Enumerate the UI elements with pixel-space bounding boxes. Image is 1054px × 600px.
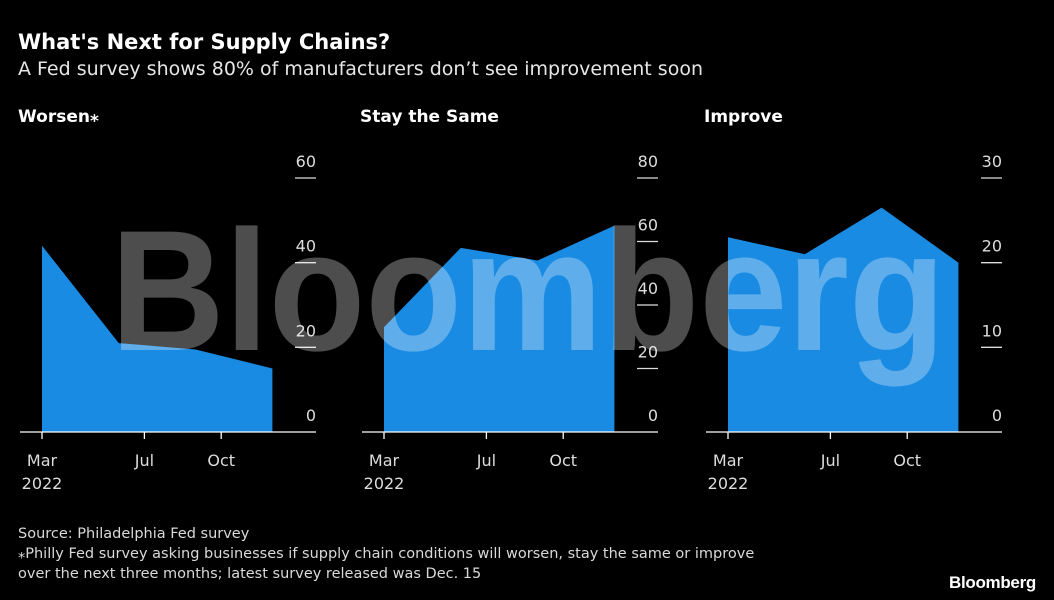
y-tick-label: 0 bbox=[306, 406, 316, 425]
y-tick-label: 0 bbox=[992, 406, 1002, 425]
footnote-line-2: over the next three months; latest surve… bbox=[18, 566, 482, 582]
x-tick-label: Oct bbox=[549, 451, 577, 470]
bloomberg-logo: Bloomberg bbox=[948, 573, 1036, 592]
y-tick-label: 60 bbox=[296, 152, 316, 171]
x-tick-label: Jul bbox=[134, 451, 154, 470]
y-tick-label: 20 bbox=[982, 237, 1002, 256]
x-tick-sublabel: 2022 bbox=[22, 474, 63, 493]
y-tick-label: 20 bbox=[638, 343, 658, 362]
y-tick-label: 0 bbox=[648, 406, 658, 425]
y-tick-label: 60 bbox=[638, 216, 658, 235]
x-tick-sublabel: 2022 bbox=[364, 474, 405, 493]
x-tick-label: Jul bbox=[476, 451, 496, 470]
x-tick-label: Mar bbox=[27, 451, 58, 470]
panel-title: Improve bbox=[704, 107, 783, 127]
x-tick-label: Oct bbox=[893, 451, 921, 470]
area-series bbox=[384, 225, 615, 432]
y-tick-label: 80 bbox=[638, 152, 658, 171]
y-tick-label: 10 bbox=[982, 321, 1002, 340]
chart-subtitle: A Fed survey shows 80% of manufacturers … bbox=[18, 58, 703, 80]
bloomberg-watermark: Bloomberg bbox=[111, 195, 946, 387]
x-tick-label: Jul bbox=[820, 451, 840, 470]
panel-title: Stay the Same bbox=[360, 107, 499, 127]
x-tick-label: Oct bbox=[207, 451, 235, 470]
x-tick-label: Mar bbox=[713, 451, 744, 470]
y-tick-label: 20 bbox=[296, 321, 316, 340]
area-series bbox=[728, 207, 959, 432]
y-tick-label: 40 bbox=[296, 237, 316, 256]
x-tick-label: Mar bbox=[369, 451, 400, 470]
chart-title: What's Next for Supply Chains? bbox=[18, 30, 391, 54]
x-tick-sublabel: 2022 bbox=[708, 474, 749, 493]
y-tick-label: 30 bbox=[982, 152, 1002, 171]
footnote-line-1: ⁎Philly Fed survey asking businesses if … bbox=[18, 546, 755, 562]
area-series bbox=[42, 245, 273, 432]
y-tick-label: 40 bbox=[638, 279, 658, 298]
panel-title: Worsen⁎ bbox=[18, 107, 99, 127]
source-note: Source: Philadelphia Fed survey bbox=[18, 526, 250, 542]
